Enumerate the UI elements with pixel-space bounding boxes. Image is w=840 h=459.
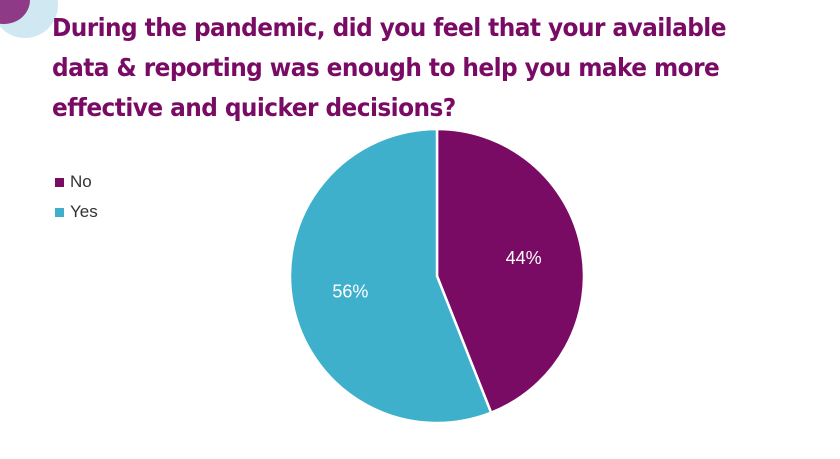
pie-slice-yes (288, 127, 493, 425)
data-label-no: 44% (506, 248, 542, 268)
chart-title: During the pandemic, did you feel that y… (52, 13, 726, 122)
legend-label-no: No (70, 172, 92, 191)
legend-swatch-no (55, 177, 64, 187)
legend-item-yes: Yes (55, 197, 98, 227)
legend-swatch-yes (55, 207, 64, 217)
pie-slice-no (435, 127, 586, 415)
legend-label-yes: Yes (70, 202, 98, 221)
data-label-yes: 56% (332, 281, 368, 301)
chart-legend: No Yes (55, 167, 98, 227)
legend-item-no: No (55, 167, 98, 197)
